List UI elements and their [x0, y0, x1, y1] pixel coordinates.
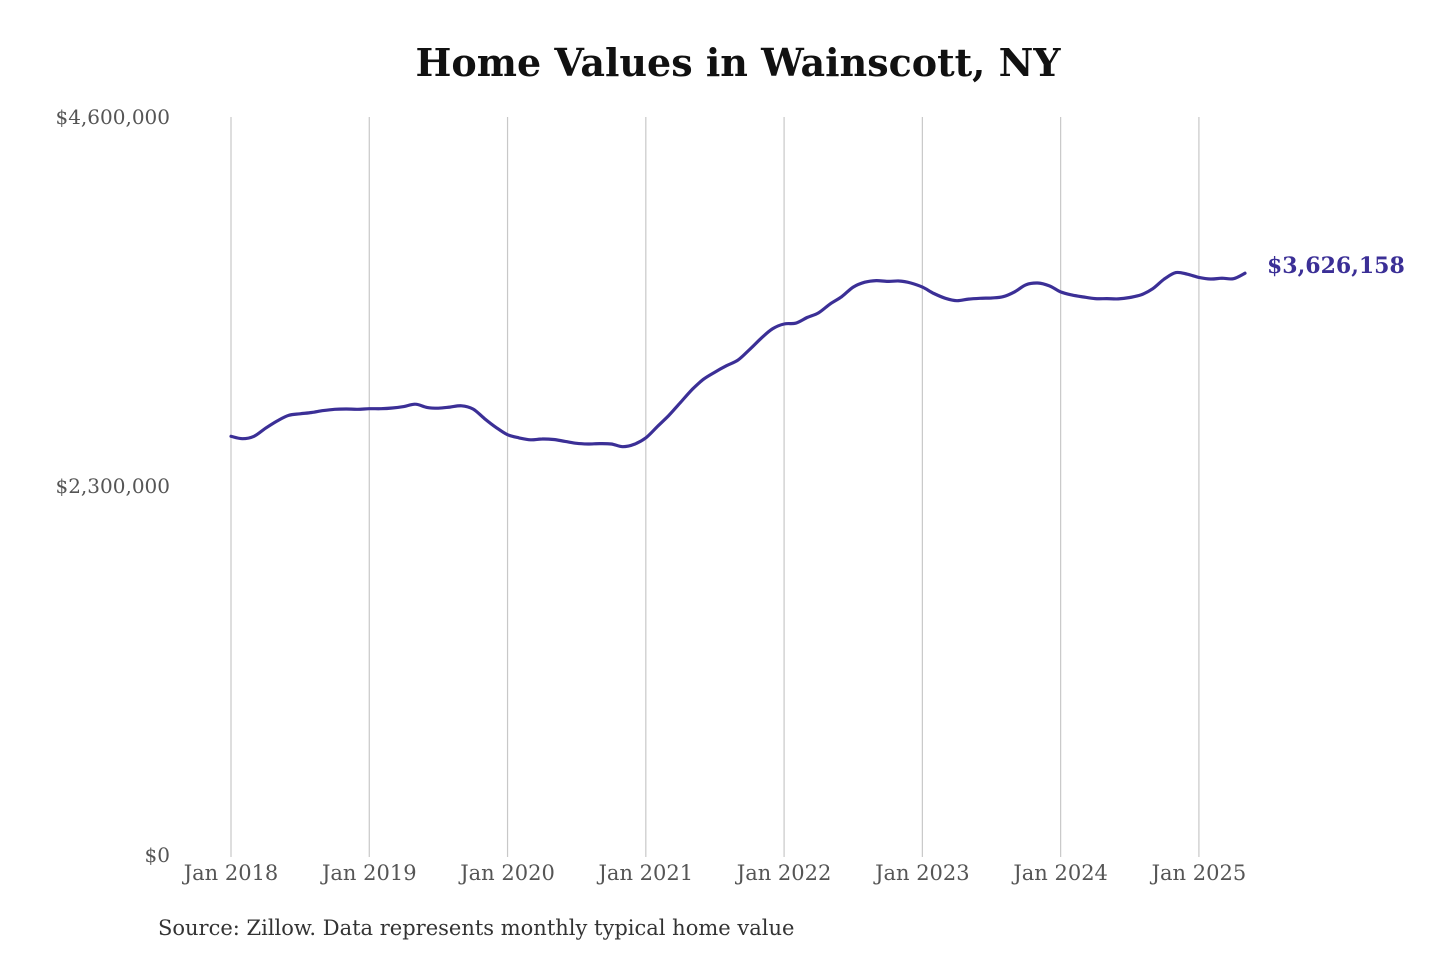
x-tick-label: Jan 2025	[1150, 861, 1247, 885]
x-tick-label: Jan 2018	[182, 861, 279, 885]
x-tick-label: Jan 2024	[1011, 861, 1108, 885]
y-tick-label: $0	[145, 843, 170, 867]
series-line	[229, 270, 1247, 449]
source-note: Source: Zillow. Data represents monthly …	[158, 916, 795, 940]
x-tick-label: Jan 2020	[458, 861, 555, 885]
series-line-group	[229, 270, 1247, 449]
x-tick-label: Jan 2021	[597, 861, 694, 885]
x-tick-label: Jan 2019	[320, 861, 417, 885]
x-tick-label: Jan 2022	[735, 861, 832, 885]
gridlines	[230, 117, 1200, 857]
x-axis-ticks: Jan 2018 Jan 2019 Jan 2020 Jan 2021 Jan 2022…	[182, 861, 1247, 885]
y-axis-ticks: $4,600,000 $2,300,000 $0	[55, 105, 170, 867]
chart-title: Home Values in Wainscott, NY	[415, 40, 1061, 85]
x-tick-label: Jan 2023	[873, 861, 970, 885]
y-tick-label: $4,600,000	[55, 105, 170, 129]
end-value-label: $3,626,158	[1267, 253, 1405, 279]
y-tick-label: $2,300,000	[55, 474, 170, 498]
end-label-group: $3,626,158	[1267, 253, 1405, 279]
